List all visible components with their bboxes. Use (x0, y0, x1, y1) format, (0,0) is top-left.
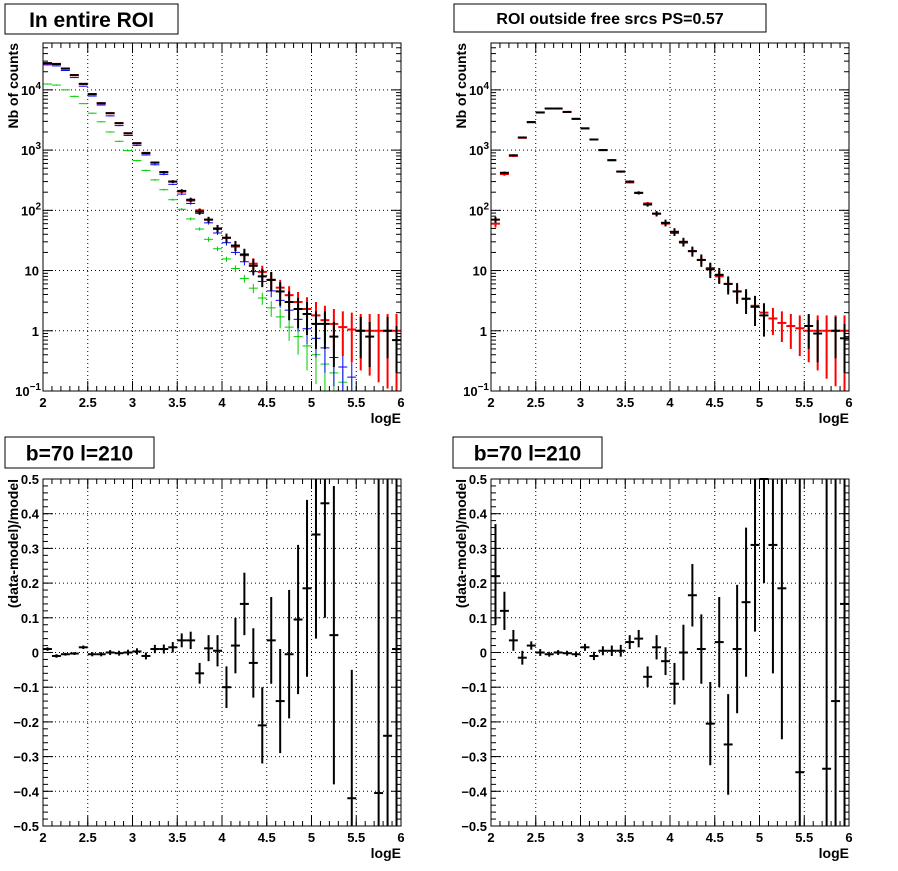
plot-frame (490, 42, 850, 392)
x-tick-label: 4.5 (258, 830, 276, 845)
y-tick-label: 102 (21, 201, 41, 218)
chart-title: In entire ROI (29, 9, 154, 32)
y-tick-label: 104 (469, 81, 489, 98)
y-tick-label: −0.1 (461, 680, 487, 695)
y-tick-label: 10−1 (463, 382, 489, 399)
x-tick-label: 2.5 (79, 395, 97, 410)
y-tick-label: 0 (32, 646, 39, 661)
x-tick-label: 3.5 (616, 395, 634, 410)
x-tick-label: 3 (129, 395, 136, 410)
y-tick-label: 0.4 (469, 507, 488, 522)
y-tick-label: 10 (25, 264, 39, 279)
y-tick-label: 10−1 (15, 382, 41, 399)
title-box (453, 3, 767, 33)
y-tick-label: −0.3 (13, 750, 39, 765)
x-tick-label: 5 (756, 830, 763, 845)
chart-title: b=70 l=210 (474, 443, 581, 466)
plot-frame (490, 478, 850, 827)
y-tick-label: −0.2 (461, 715, 487, 730)
x-tick-label: 2 (39, 395, 46, 410)
y-axis-title: (data-model)/model (453, 479, 469, 608)
x-tick-label: 4 (218, 395, 226, 410)
y-axis-title: (data-model)/model (5, 479, 21, 608)
panel-residuals-right: 2 2.5 3 3.5 4 4.5 5 5.5 6 −0.5 −0.4 −0.3 −0.2 −0.1 0 0.… (452, 436, 853, 861)
x-tick-label: 5.5 (347, 830, 365, 845)
y-tick-label: 0.4 (21, 507, 40, 522)
x-tick-label: 2.5 (79, 830, 97, 845)
y-tick-label: −0.5 (13, 819, 39, 834)
y-tick-label: −0.5 (461, 819, 487, 834)
y-tick-label: 0.3 (21, 541, 39, 556)
y-tick-label: −0.2 (13, 715, 39, 730)
x-tick-label: 6 (845, 830, 852, 845)
x-tick-label: 3 (129, 830, 136, 845)
panel-in-entire-roi: 2 2.5 3 3.5 4 4.5 5 5.5 6 10−1 1 10 102 103 104 logE Nb … (4, 3, 405, 426)
plot-frame (42, 478, 402, 827)
x-tick-label: 4.5 (706, 395, 724, 410)
x-tick-label: 5.5 (347, 395, 365, 410)
y-tick-label: −0.4 (461, 784, 487, 799)
y-tick-label: 0.2 (21, 576, 39, 591)
y-tick-label: 103 (21, 141, 41, 158)
y-tick-label: 0 (480, 646, 487, 661)
x-tick-label: 4 (218, 830, 226, 845)
x-tick-label: 5.5 (795, 830, 813, 845)
x-axis-title: logE (371, 845, 401, 861)
y-tick-label: −0.1 (13, 680, 39, 695)
chart-title: ROI outside free srcs PS=0.57 (496, 11, 723, 28)
y-tick-label: 104 (21, 81, 41, 98)
y-tick-label: 10 (473, 264, 487, 279)
y-tick-label: 0.3 (469, 541, 487, 556)
x-tick-label: 2 (487, 830, 494, 845)
x-tick-label: 4.5 (706, 830, 724, 845)
x-tick-label: 2 (487, 395, 494, 410)
chart-title: b=70 l=210 (26, 443, 133, 466)
plot-frame (42, 42, 402, 392)
x-tick-label: 5.5 (795, 395, 813, 410)
title-box (452, 436, 603, 469)
x-tick-label: 3 (577, 395, 584, 410)
panel-residuals-left: 2 2.5 3 3.5 4 4.5 5 5.5 6 −0.5 −0.4 −0.3 −0.2 −0.1 0 0.… (4, 436, 405, 861)
x-tick-label: 4 (666, 395, 674, 410)
x-tick-label: 5 (756, 395, 763, 410)
y-tick-label: 1 (32, 324, 39, 339)
x-tick-label: 3.5 (168, 830, 186, 845)
x-tick-label: 6 (397, 395, 404, 410)
x-axis-title: logE (819, 845, 849, 861)
y-tick-label: −0.3 (461, 750, 487, 765)
x-axis-title: logE (819, 410, 849, 426)
x-tick-label: 4 (666, 830, 674, 845)
y-axis-title: Nb of counts (453, 43, 469, 129)
title-box (4, 436, 155, 469)
x-tick-label: 6 (845, 395, 852, 410)
y-tick-label: 0.2 (469, 576, 487, 591)
y-tick-label: 0.5 (469, 472, 487, 487)
y-tick-label: 1 (480, 324, 487, 339)
x-tick-label: 3.5 (616, 830, 634, 845)
x-tick-label: 4.5 (258, 395, 276, 410)
x-tick-label: 6 (397, 830, 404, 845)
x-tick-label: 5 (308, 395, 315, 410)
y-tick-label: 102 (469, 201, 489, 218)
panel-roi-outside-free-srcs: 2 2.5 3 3.5 4 4.5 5 5.5 6 10−1 1 10 102 103 104 logE Nb … (453, 3, 853, 426)
x-tick-label: 5 (308, 830, 315, 845)
y-tick-label: −0.4 (13, 784, 39, 799)
y-tick-label: 0.5 (21, 472, 39, 487)
x-tick-label: 2.5 (527, 395, 545, 410)
x-tick-label: 3.5 (168, 395, 186, 410)
y-axis-title: Nb of counts (5, 43, 21, 129)
x-tick-label: 3 (577, 830, 584, 845)
x-axis-title: logE (371, 410, 401, 426)
x-tick-label: 2 (39, 830, 46, 845)
y-tick-label: 103 (469, 141, 489, 158)
x-tick-label: 2.5 (527, 830, 545, 845)
y-tick-label: 0.1 (21, 611, 39, 626)
y-tick-label: 0.1 (469, 611, 487, 626)
title-box (4, 3, 179, 35)
